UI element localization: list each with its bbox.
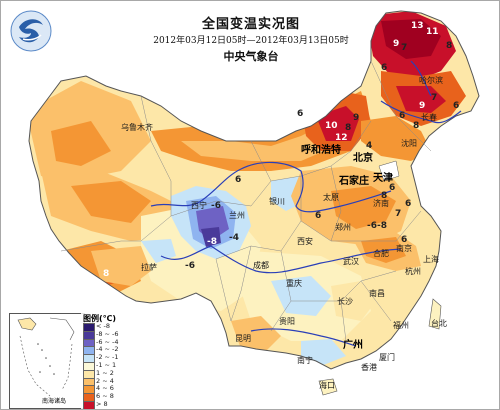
- value-label: 9: [419, 101, 426, 111]
- city-beijing: 北京: [353, 153, 373, 164]
- inset-label: 南海诸岛: [42, 398, 67, 405]
- value-label: 6: [401, 235, 408, 245]
- value-label: 8: [413, 121, 420, 131]
- value-label: -4: [229, 233, 239, 243]
- city-hongkong: 香港: [361, 363, 377, 372]
- city-haikou: 海口: [319, 381, 335, 390]
- inset-map-icon: [17, 317, 75, 397]
- city-nanning: 南宁: [297, 356, 313, 365]
- city-shanghai: 上海: [423, 255, 439, 264]
- value-label: 12: [335, 133, 348, 143]
- value-label: 8: [103, 269, 110, 279]
- city-lanzhou: 兰州: [229, 211, 245, 220]
- legend-label: > 8: [96, 400, 108, 408]
- legend-title: 图例(℃): [83, 314, 116, 323]
- city-yinchuan: 银川: [269, 197, 285, 206]
- legend-label: 4 ~ 6: [96, 384, 114, 393]
- legend-label: 2 ~ 4: [96, 376, 114, 385]
- city-taipei: 台北: [431, 319, 447, 328]
- value-label: 7: [431, 93, 438, 103]
- city-guiyang: 贵阳: [279, 317, 295, 326]
- city-fuzhou: 福州: [393, 321, 409, 330]
- city-kunming: 昆明: [235, 334, 251, 343]
- value-label: -6-8: [367, 221, 387, 231]
- city-xiamen: 厦门: [379, 353, 395, 362]
- legend-entry: > 8: [83, 400, 127, 409]
- city-guangzhou: 广州: [343, 340, 363, 351]
- value-label: -6: [211, 201, 221, 211]
- city-hohhot: 呼和浩特: [301, 145, 341, 156]
- city-nanchang: 南昌: [369, 289, 385, 298]
- value-label: 9: [393, 39, 400, 49]
- agency-name: 中央气象台: [223, 50, 279, 63]
- legend-label: -2 ~ -1: [96, 353, 119, 362]
- city-zhengzhou: 郑州: [335, 223, 351, 232]
- legend-label: -4 ~ -2: [96, 345, 119, 354]
- city-nanjing: 南京: [396, 244, 412, 253]
- city-hangzhou: 杭州: [405, 267, 421, 276]
- value-label: 8: [446, 41, 453, 51]
- city-xian: 西安: [297, 237, 313, 246]
- city-tianjin: 天津: [373, 173, 393, 184]
- legend-label: -6 ~ -4: [96, 337, 119, 346]
- city-changsha: 长沙: [337, 297, 353, 306]
- value-label: 6: [453, 101, 460, 111]
- value-label: 6: [399, 111, 406, 121]
- city-changchun: 长春: [421, 113, 437, 122]
- legend-label: -1 ~ 1: [96, 361, 117, 369]
- city-hefei: 合肥: [373, 249, 389, 258]
- value-label: 10: [325, 121, 338, 131]
- value-label: 13: [411, 21, 424, 31]
- value-label: 7: [401, 43, 408, 53]
- city-harbin: 哈尔滨: [419, 76, 443, 85]
- south-china-sea-inset: 南海诸岛: [9, 313, 85, 409]
- city-urumqi: 乌鲁木齐: [121, 123, 153, 132]
- time-range: 2012年03月12日05时—2012年03月13日05时: [153, 36, 349, 46]
- value-label: 6: [297, 109, 304, 119]
- city-chengdu: 成都: [253, 261, 269, 270]
- value-label: 6: [405, 199, 412, 209]
- city-wuhan: 武汉: [343, 257, 359, 266]
- value-label: -6: [185, 261, 195, 271]
- map-title: 全国变温实况图: [201, 17, 300, 32]
- city-jinan: 济南: [373, 199, 389, 208]
- value-label: 4: [366, 141, 373, 151]
- city-xining: 西宁: [191, 201, 207, 210]
- value-label: 6: [235, 175, 242, 185]
- legend: 图例(℃) < -8 -8 ~ -6 -6 ~ -4 -4 ~ -2 -2 ~ -1 -1…: [81, 313, 125, 409]
- value-label: -8: [207, 237, 217, 247]
- value-label: 9: [353, 113, 360, 123]
- legend-swatch: [83, 401, 95, 409]
- value-label: 11: [426, 27, 439, 37]
- cma-logo-icon: [10, 10, 52, 52]
- city-lhasa: 拉萨: [141, 263, 157, 272]
- legend-label: 6 ~ 8: [96, 392, 114, 401]
- city-shijiazhuang: 石家庄: [339, 176, 369, 187]
- value-label: 6: [381, 63, 388, 73]
- value-label: 7: [395, 209, 402, 219]
- value-label: 8: [381, 191, 388, 201]
- city-taiyuan: 太原: [323, 193, 339, 202]
- city-chongqing: 重庆: [286, 279, 302, 288]
- legend-label: -8 ~ -6: [96, 329, 119, 338]
- legend-label: < -8: [96, 322, 110, 330]
- city-shenyang: 沈阳: [401, 139, 417, 148]
- value-label: 8: [345, 123, 352, 133]
- value-label: 6: [389, 183, 396, 193]
- value-label: 6: [315, 211, 322, 221]
- legend-label: 1 ~ 2: [96, 368, 114, 377]
